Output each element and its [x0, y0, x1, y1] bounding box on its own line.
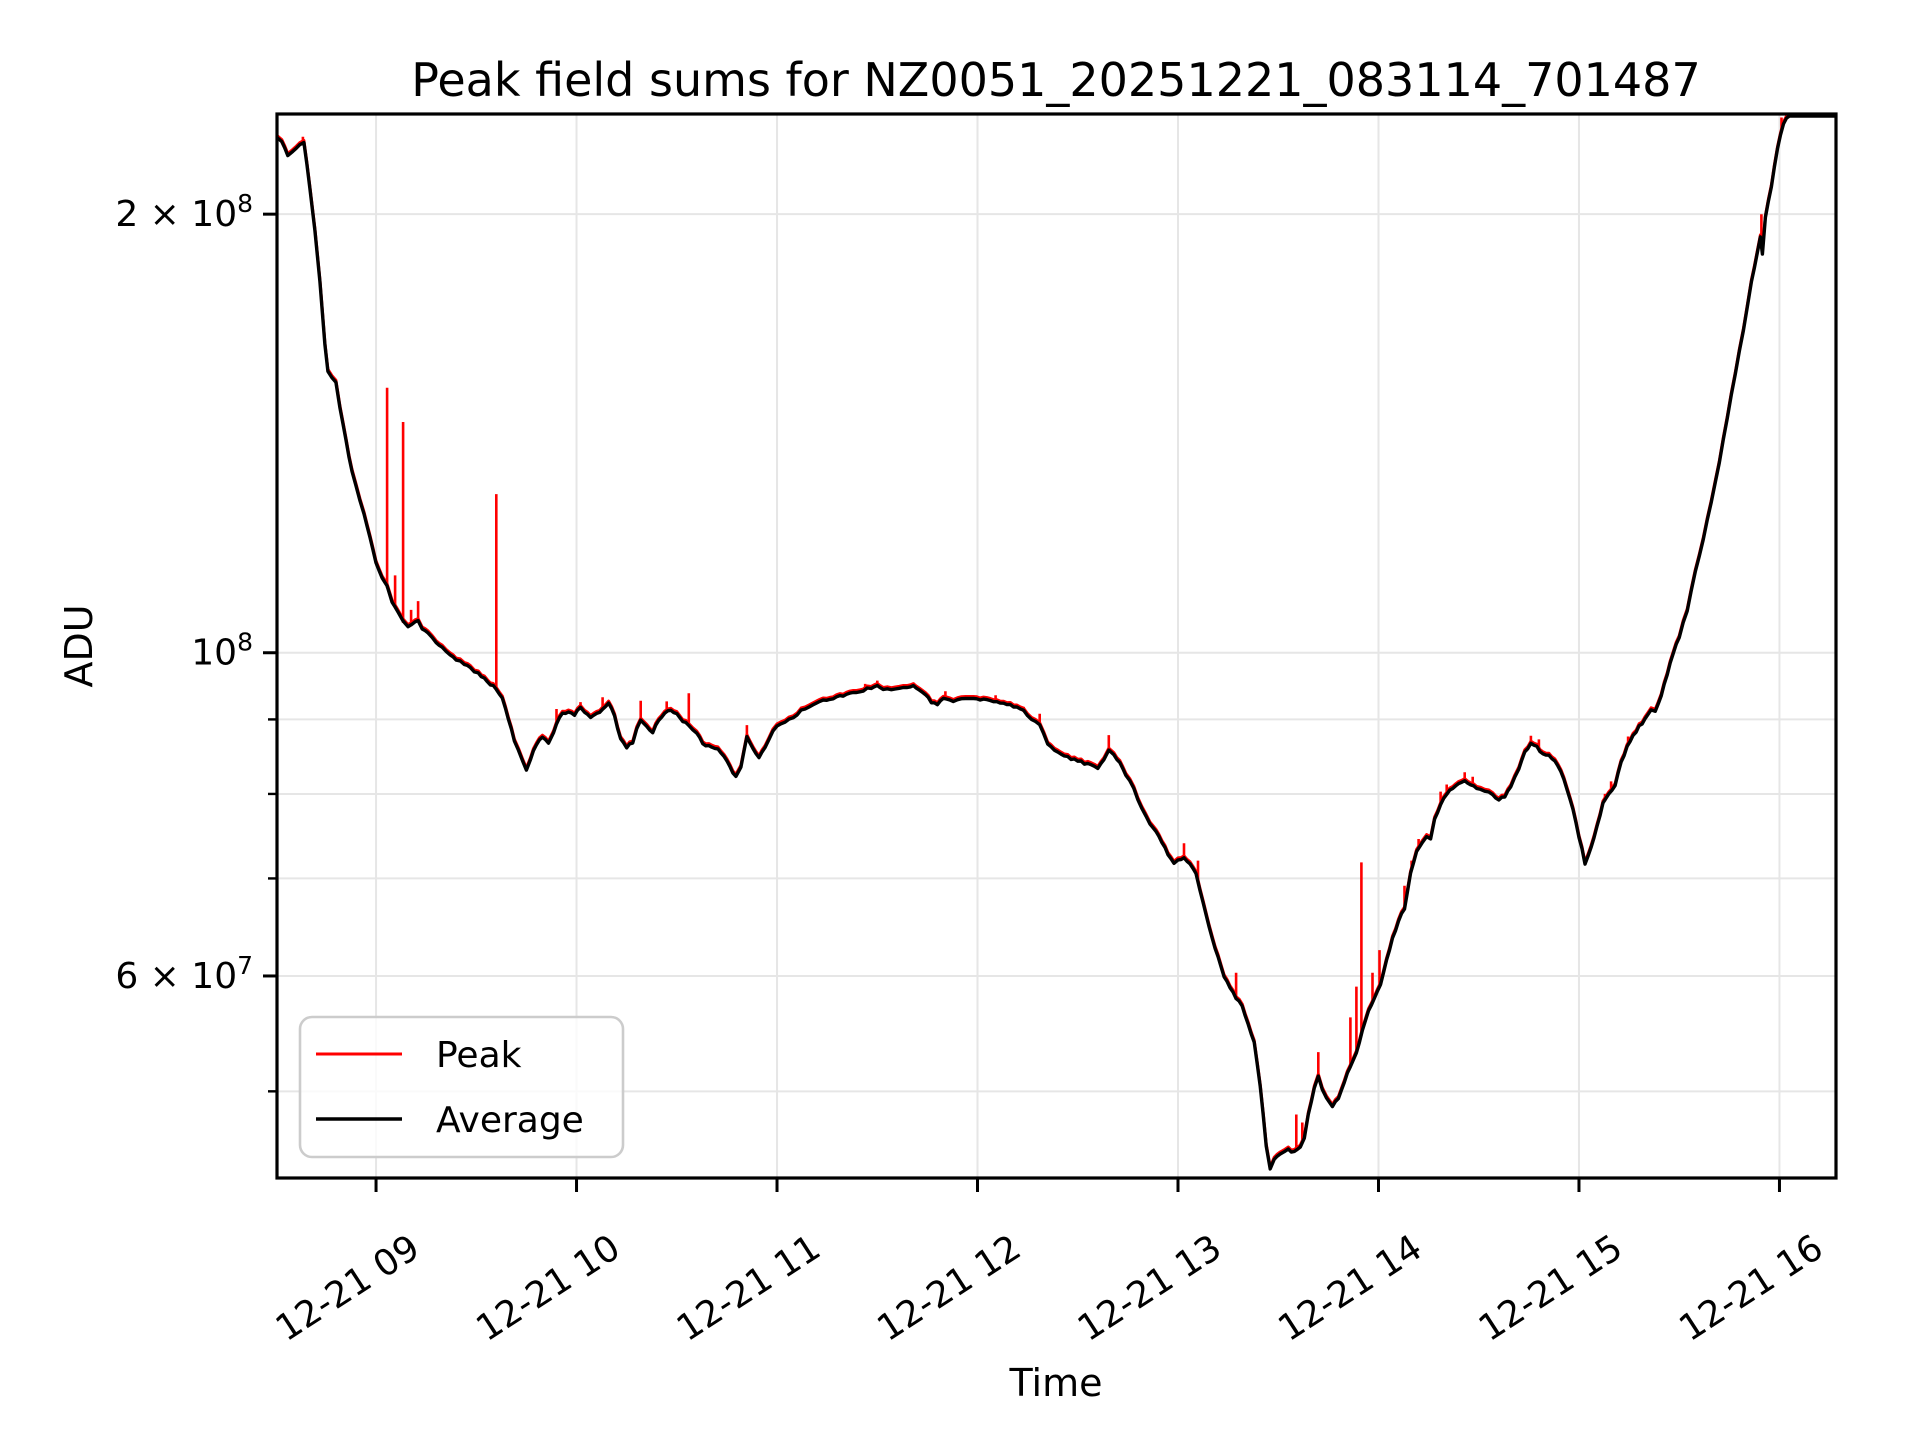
y-axis-label: ADU: [57, 604, 101, 687]
legend: Peak Average: [298, 1015, 625, 1159]
gridlines: [277, 114, 1836, 1178]
plot-frame: [275, 112, 1838, 1180]
y-tick-labels: 2 × 108 108 6 × 107: [115, 189, 253, 997]
legend-box: [298, 1015, 625, 1159]
chart-title: Peak field sums for NZ0051_20251221_0831…: [411, 53, 1700, 107]
y-axis-ticks: [263, 212, 277, 1093]
svg-text:108: 108: [191, 628, 253, 674]
svg-text:6 × 107: 6 × 107: [115, 951, 253, 997]
legend-average-label: Average: [436, 1100, 584, 1141]
x-axis-ticks: [374, 1178, 1781, 1192]
svg-text:2 × 108: 2 × 108: [115, 189, 253, 235]
average-line: [277, 114, 1836, 1171]
legend-peak-label: Peak: [436, 1035, 522, 1076]
x-axis-label: Time: [1009, 1361, 1103, 1405]
